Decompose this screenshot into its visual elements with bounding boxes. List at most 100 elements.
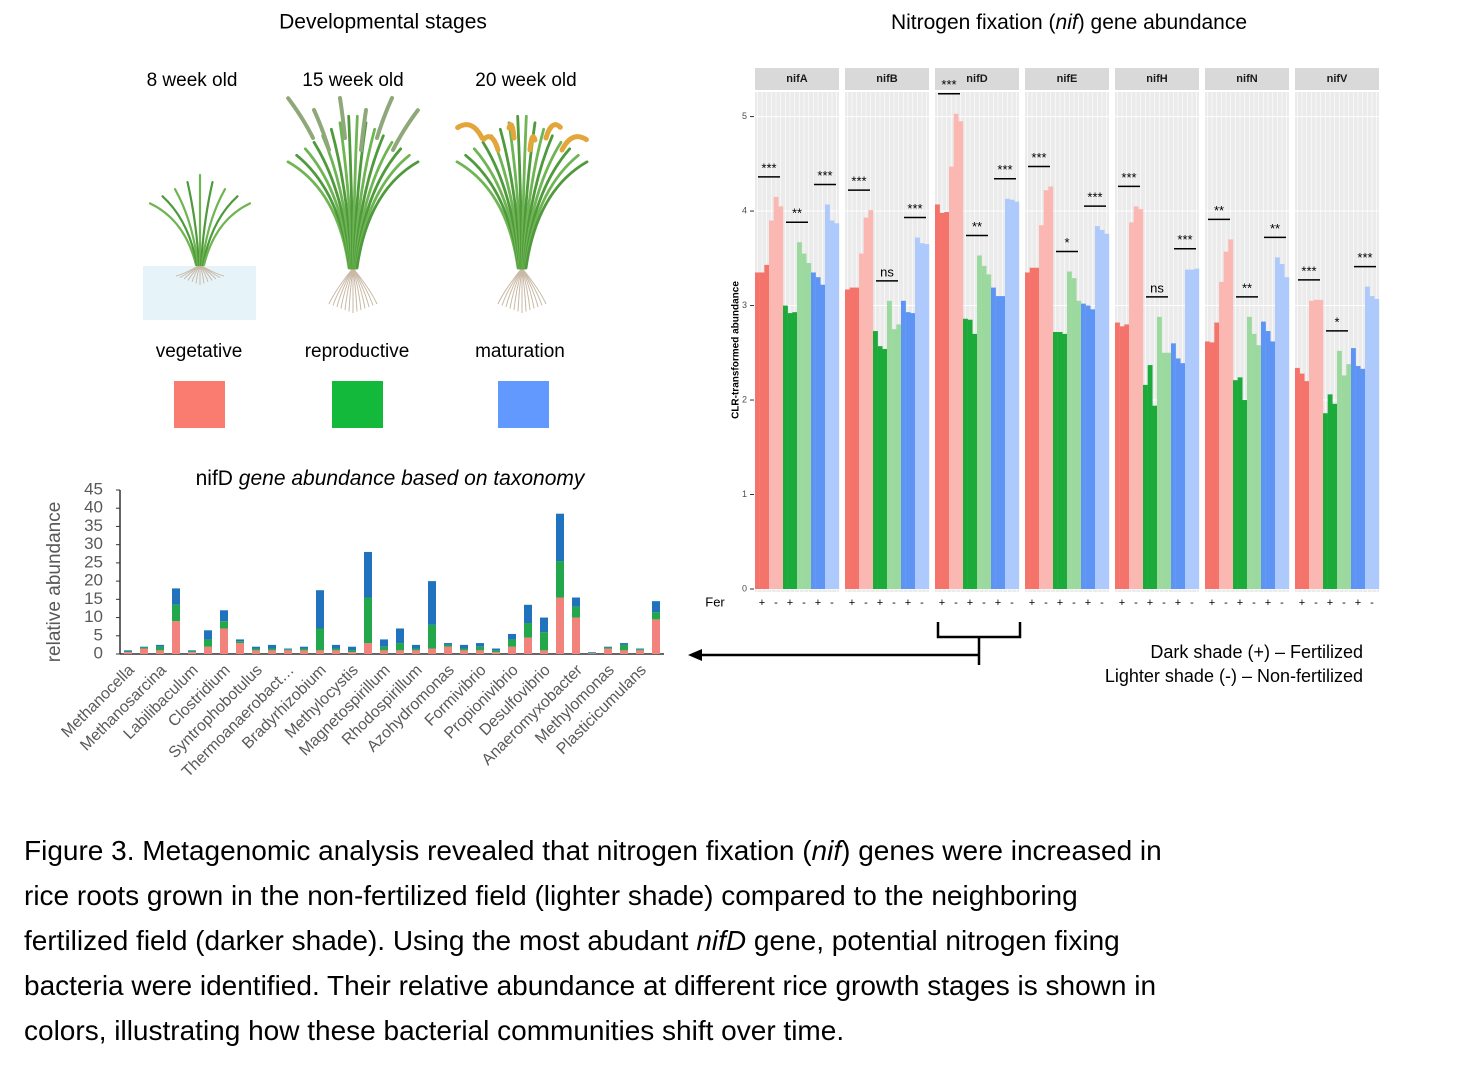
bar-segment: [444, 643, 452, 645]
strip: [845, 68, 929, 90]
bar: [949, 166, 954, 590]
bar-segment: [316, 628, 324, 651]
bar: [1090, 309, 1096, 589]
bar-segment: [476, 646, 484, 651]
bar-segment: [524, 623, 532, 638]
bar-segment: [588, 653, 596, 654]
bar-segment: [284, 648, 292, 650]
bar-segment: [236, 641, 244, 644]
stages-title: Developmental stages: [279, 11, 487, 34]
bar-segment: [428, 581, 436, 625]
bar-segment: [268, 650, 276, 654]
bar-segment: [156, 650, 164, 654]
caption-run: fertilized field (darker shade). Using t…: [24, 925, 697, 956]
bar: [778, 206, 784, 589]
caption-run: Figure 3. Metagenomic analysis revealed …: [24, 835, 812, 866]
bar-segment: [252, 650, 260, 654]
bar: [1129, 222, 1134, 589]
fertilizer-sign: -: [920, 597, 924, 609]
significance: ***: [941, 77, 956, 92]
fertilizer-sign: -: [1252, 597, 1256, 609]
fertilizer-sign: -: [1224, 597, 1228, 609]
bar-segment: [412, 648, 420, 651]
bar-segment: [604, 648, 612, 654]
bar: [1351, 348, 1356, 589]
bar-segment: [364, 597, 372, 644]
bar-segment: [348, 646, 356, 651]
bar: [1223, 251, 1229, 590]
bar-segment: [364, 643, 372, 654]
bar: [755, 272, 760, 589]
facet-title: nifB: [876, 73, 897, 85]
stage-swatch: [332, 381, 383, 428]
bar: [1205, 341, 1210, 589]
bar: [1133, 206, 1139, 589]
bar: [815, 277, 821, 589]
fertilizer-sign: -: [1100, 597, 1104, 609]
bar-segment: [316, 650, 324, 654]
bar-segment: [396, 650, 404, 654]
bar: [1005, 198, 1010, 589]
bar-segment: [188, 651, 196, 653]
bar: [1304, 381, 1310, 589]
bar: [829, 220, 835, 590]
y-tick-label: 0: [94, 643, 103, 662]
bar-segment: [476, 650, 484, 654]
bar: [1143, 384, 1148, 589]
bar-segment: [572, 606, 580, 618]
fertilizer-sign: +: [877, 597, 883, 609]
bar-segment: [348, 652, 356, 654]
leaf: [186, 180, 201, 267]
caption-line: fertilized field (darker shade). Using t…: [24, 918, 1464, 963]
bar: [1346, 364, 1352, 589]
fertilizer-sign: -: [892, 597, 896, 609]
legend-text: Dark shade (+) – Fertilized: [1150, 642, 1363, 662]
chart-title: nifD gene abundance based on taxonomy: [196, 467, 586, 490]
bar: [1251, 333, 1257, 589]
bar-segment: [252, 648, 260, 651]
stage-name: reproductive: [305, 341, 410, 362]
bar: [801, 253, 807, 589]
fertilizer-sign: -: [774, 597, 778, 609]
bar: [1185, 269, 1190, 589]
caption-line: colors, illustrating how these bacterial…: [24, 1008, 1464, 1053]
bar-segment: [652, 612, 660, 620]
caption-line: rice roots grown in the non-fertilized f…: [24, 873, 1464, 918]
bar-segment: [204, 639, 212, 647]
significance: ***: [907, 201, 922, 216]
y-tick-label: 35: [84, 516, 103, 535]
bar-segment: [540, 632, 548, 651]
caption-line: bacteria were identified. Their relative…: [24, 963, 1464, 1008]
fertilizer-sign: -: [802, 597, 806, 609]
bar-segment: [220, 610, 228, 622]
bar-segment: [220, 621, 228, 629]
bar-segment: [444, 646, 452, 654]
y-axis-label: relative abundance: [44, 502, 65, 663]
bar-segment: [188, 650, 196, 652]
bar: [1067, 271, 1072, 589]
bar-segment: [508, 646, 516, 654]
y-tick-label: 15: [84, 589, 103, 608]
significance: ***: [1301, 263, 1316, 278]
bar: [972, 333, 978, 589]
fertilizer-sign: +: [1237, 597, 1243, 609]
fertilizer-sign: +: [1327, 597, 1333, 609]
bar: [953, 113, 959, 590]
bar: [1295, 367, 1300, 589]
arrow-head: [688, 649, 702, 661]
stage-age: 20 week old: [475, 70, 576, 91]
y-tick-label: 5: [94, 625, 103, 644]
bar-segment: [604, 647, 612, 649]
y-tick-label: 4: [742, 205, 747, 215]
bar-segment: [172, 604, 180, 622]
bar-segment: [348, 650, 356, 653]
bar-segment: [636, 650, 644, 654]
bar: [1099, 229, 1105, 590]
bar: [787, 313, 793, 589]
bar-segment: [396, 643, 404, 651]
bar: [792, 312, 798, 589]
fertilizer-sign: -: [982, 597, 986, 609]
bar-segment: [460, 650, 468, 654]
bar-segment: [636, 648, 644, 650]
fertilizer-sign: +: [1355, 597, 1361, 609]
